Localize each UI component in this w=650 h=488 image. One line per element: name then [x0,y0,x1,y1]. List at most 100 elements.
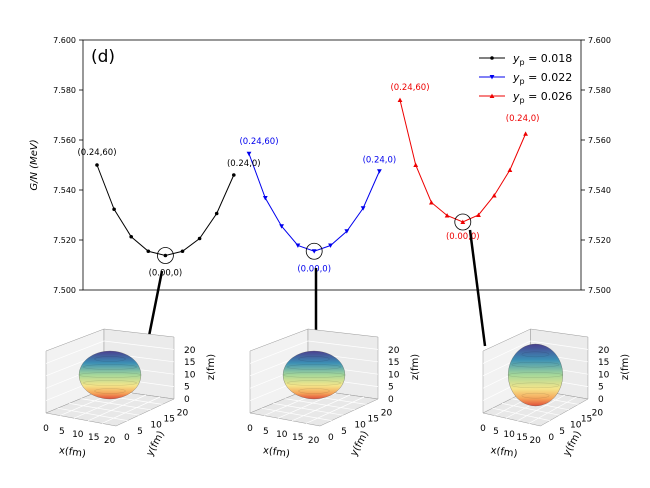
nucleus-shape [282,350,346,400]
inset-tick-label: 5 [137,427,143,437]
data-point [180,249,185,254]
data-point [214,211,219,216]
inset-tick-label: 5 [341,427,347,437]
inset-tick-label: 5 [388,383,394,393]
data-point [344,229,350,234]
y-tick-label: 7.540 [588,186,611,195]
nucleus-mesh [286,364,342,370]
inset-grid [305,396,365,424]
data-point [397,97,403,102]
inset-tick-label: 5 [493,427,499,437]
inset-tick-label: 5 [263,427,269,437]
inset-tick-label: 0 [247,424,253,434]
inset-grid [80,398,151,411]
inset-y-label: y(fm) [145,429,167,458]
inset-tick-label: 5 [559,427,565,437]
point-annotation: (0.00,0) [297,264,331,274]
nucleus-shape [508,343,563,407]
inset-tick-label: 20 [598,346,610,356]
inset-tick-label: 0 [43,424,49,434]
inset-grid [482,340,531,364]
data-point [523,131,528,136]
inset-tick-label: 10 [354,421,366,431]
inset-tick-label: 10 [276,430,288,440]
inset-tick-label: 10 [72,430,84,440]
inset-tick-label: 15 [88,433,99,443]
inset-tick-label: 15 [184,358,195,368]
inset-tick-label: 20 [104,436,116,446]
inset-tick-label: 0 [124,433,130,443]
series-line [248,153,380,252]
nucleus-mesh [82,364,138,370]
minimum-circle [156,247,174,264]
connector-line [468,229,487,347]
inset-tick-label: 15 [368,415,379,425]
inset-x-label: x(fm) [490,445,518,460]
inset-grid [261,407,332,421]
inset-grid [69,403,140,416]
y-axis-label: G/N (MeV) [29,139,40,190]
y-ticks-left: 7.500 7.520 7.540 7.560 7.580 7.600 [53,36,83,295]
panel-label: (d) [91,47,115,67]
inset-tick-label: 10 [150,421,162,431]
nucleus-mesh [298,356,330,362]
inset-tick-label: 15 [581,415,592,425]
data-point [491,193,497,198]
data-point [476,212,481,217]
inset-grid [528,396,577,424]
y-tick-label: 7.500 [53,286,76,295]
y-tick-label: 7.520 [53,236,76,245]
data-point [232,173,236,177]
inset-grid [492,407,550,421]
inset-grid [307,340,379,350]
inset-grid [501,403,560,416]
inset-grid [291,394,351,422]
inset-tick-label: 20 [388,346,400,356]
point-annotation: (0.00,0) [149,269,183,279]
inset-grid [517,394,566,422]
inset-grid [87,394,147,422]
y-ticks-right: 7.500 7.520 7.540 7.560 7.580 7.600 [581,36,611,295]
data-point [95,163,99,167]
inset-tick-label: 0 [388,395,394,405]
data-point [489,93,495,98]
data-point [129,234,133,239]
point-annotation: (0.24,0) [506,114,540,124]
data-point [311,249,317,254]
series-line [96,164,235,257]
inset-grid [101,396,161,424]
nucleus-mesh [78,372,142,378]
data-point [328,243,333,248]
nucleus-mesh [94,356,126,362]
inset-tick-label: 10 [503,430,515,440]
nucleus-mesh [511,361,560,368]
data-point [146,249,151,254]
data-point [246,151,252,157]
y-tick-label: 7.540 [53,186,76,195]
inset-tick-label: 0 [598,395,604,405]
y-tick-label: 7.560 [53,136,76,145]
nucleus-mesh [282,372,346,378]
inset-grid [530,340,589,350]
inset-tick-label: 15 [388,358,399,368]
inset-tick-label: 15 [516,433,527,443]
inset-tick-label: 0 [328,433,334,443]
inset-grid [45,340,105,364]
series-layer [95,97,528,258]
legend-label: yp = 0.026 [512,90,572,105]
inset-z-label: z(fm) [620,354,631,380]
point-annotation: (0.24,60) [390,83,429,93]
inset-tick-label: 5 [59,427,65,437]
inset-tick-label: 10 [184,370,196,380]
inset-z-label: z(fm) [410,354,421,380]
nucleus-mesh [298,388,330,394]
data-point [197,236,202,241]
inset-x-label: x(fm) [262,445,290,460]
inset-grid [273,403,344,416]
nucleus-mesh [82,380,138,386]
inset-tick-label: 0 [184,395,190,405]
data-point [429,200,434,205]
inset-tick-label: 20 [308,436,320,446]
